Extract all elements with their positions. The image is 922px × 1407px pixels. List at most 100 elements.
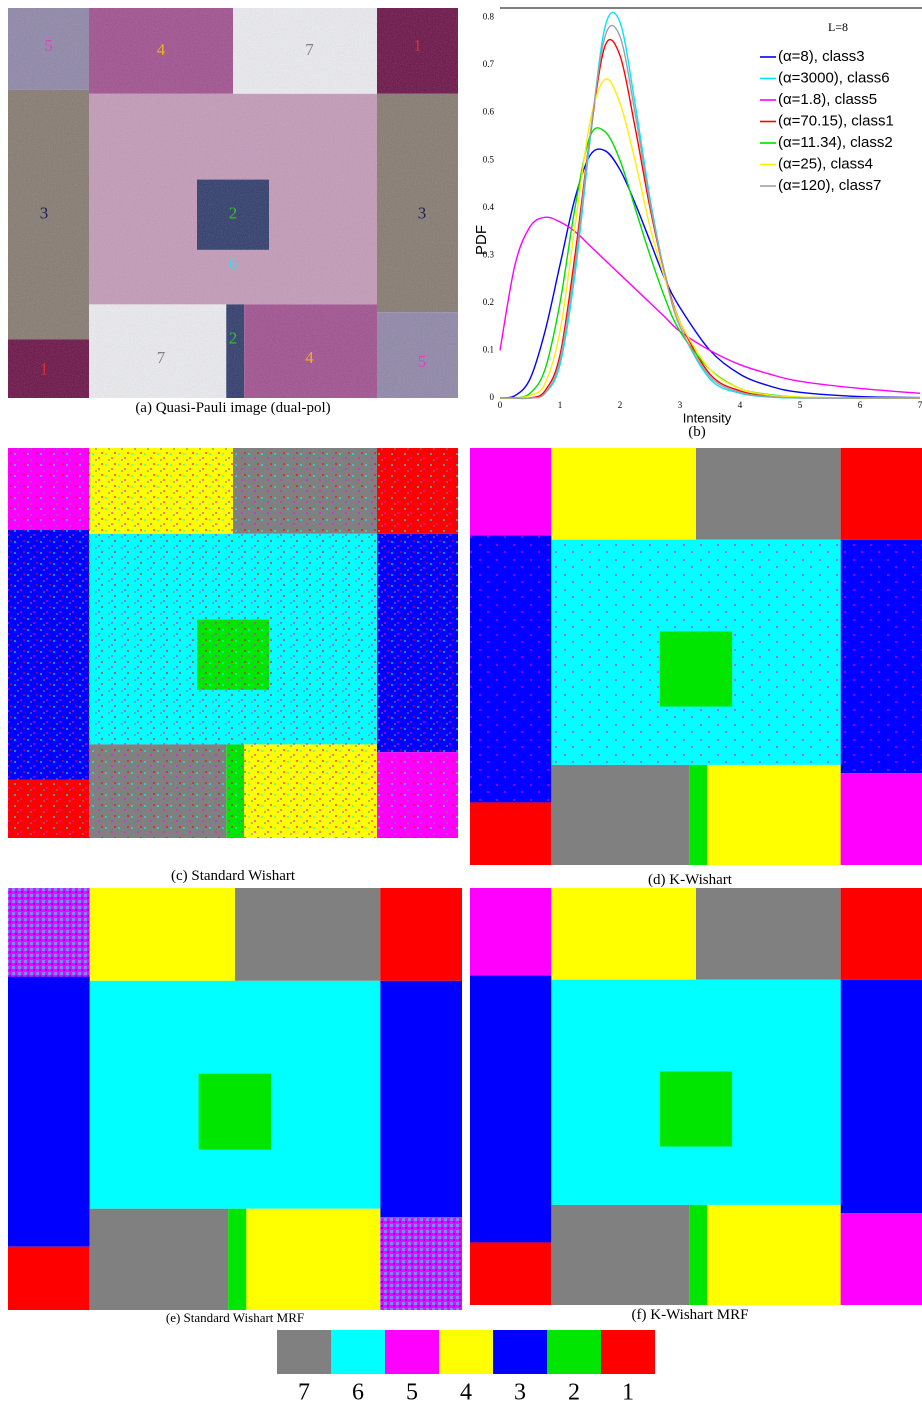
map-region: [470, 976, 551, 1243]
x-tick-label: 1: [558, 400, 563, 410]
class-map: [8, 448, 458, 838]
y-tick-label: 0.6: [483, 107, 495, 117]
map-region: [551, 888, 696, 980]
legend-swatch: [547, 1330, 601, 1374]
map-region: [380, 888, 462, 981]
legend-swatch: [385, 1330, 439, 1374]
legend-label: 2: [568, 1380, 580, 1406]
region-label: 1: [40, 360, 49, 379]
y-tick-label: 0: [490, 392, 495, 402]
region-label: 3: [40, 204, 49, 223]
map-speckle: [377, 752, 458, 838]
map-speckle: [89, 744, 226, 838]
map-region: [228, 1209, 246, 1310]
y-axis-label: PDF: [473, 225, 490, 255]
map-region: [660, 631, 732, 706]
map-region: [551, 765, 689, 865]
annotation: L=8: [828, 20, 848, 34]
y-tick-label: 0.8: [483, 12, 495, 22]
x-tick-label: 5: [798, 400, 803, 410]
map-region: [689, 1205, 707, 1305]
legend-swatch: [493, 1330, 547, 1374]
map-speckle: [197, 620, 269, 690]
region-label: 5: [418, 352, 427, 371]
x-tick-label: 4: [738, 400, 743, 410]
map-region: [841, 773, 922, 865]
class-map: [470, 448, 922, 865]
y-tick-label: 0.1: [483, 345, 494, 355]
legend-label: (α=11.34), class2: [778, 134, 893, 151]
map-region: [696, 448, 841, 540]
series-line: [500, 217, 920, 393]
map-speckle: [377, 448, 458, 534]
caption: (b): [688, 424, 706, 440]
region-label: 7: [305, 40, 314, 59]
map-speckle: [8, 780, 89, 839]
region-label: 6: [229, 254, 238, 273]
map-region: [8, 977, 90, 1247]
x-tick-label: 7: [918, 400, 922, 410]
map-region: [199, 1074, 272, 1150]
map-region: [689, 765, 707, 865]
x-tick-label: 0: [498, 400, 503, 410]
map-speckle: [380, 1217, 462, 1310]
map-region: [470, 448, 551, 536]
legend-swatch: [331, 1330, 385, 1374]
map-region: [246, 1209, 380, 1310]
legend-label: (α=70.15), class1: [778, 112, 894, 129]
region-label: 5: [44, 36, 53, 55]
map-region: [90, 1209, 228, 1310]
legend-label: (α=25), class4: [778, 155, 873, 172]
y-tick-label: 0.7: [483, 59, 495, 69]
map-speckle: [8, 888, 90, 977]
x-tick-label: 6: [858, 400, 863, 410]
region-label: 2: [229, 328, 238, 347]
map-speckle: [8, 530, 89, 780]
map-region: [841, 888, 922, 980]
map-region: [235, 888, 380, 981]
map-region: [696, 888, 841, 980]
legend-label: 6: [352, 1380, 364, 1406]
region-label: 4: [305, 348, 314, 367]
map-region: [841, 448, 922, 540]
map-speckle: [226, 744, 244, 838]
legend-swatch: [277, 1330, 331, 1374]
caption: (e) Standard Wishart MRF: [166, 1310, 304, 1325]
map-speckle: [470, 536, 551, 803]
map-region: [470, 802, 551, 865]
legend-label: (α=8), class3: [778, 48, 865, 65]
map-speckle: [8, 448, 89, 530]
region-label: 3: [418, 204, 427, 223]
map-region: [470, 1242, 551, 1305]
legend-label: 5: [406, 1380, 418, 1406]
legend-label: (α=120), class7: [778, 177, 881, 194]
map-region: [660, 1071, 732, 1146]
class-map: [8, 888, 462, 1310]
map-speckle: [841, 540, 922, 774]
caption: (d) K-Wishart: [648, 872, 733, 888]
map-region: [841, 980, 922, 1214]
x-axis-label: Intensity: [683, 410, 732, 425]
map-speckle: [233, 448, 377, 534]
legend-label: 1: [622, 1380, 634, 1406]
map-region: [90, 888, 235, 981]
caption: (a) Quasi-Pauli image (dual-pol): [135, 400, 330, 416]
map-speckle: [377, 534, 458, 752]
y-tick-label: 0.2: [483, 297, 494, 307]
map-region: [707, 765, 840, 865]
y-tick-label: 0.5: [483, 154, 495, 164]
legend-label: (α=1.8), class5: [778, 91, 877, 108]
map-region: [551, 448, 696, 540]
map-region: [841, 1213, 922, 1305]
caption: (c) Standard Wishart: [171, 868, 296, 884]
map-speckle: [89, 448, 233, 534]
region-label: 4: [157, 40, 166, 59]
legend-label: 7: [298, 1380, 310, 1406]
legend-label: 4: [460, 1380, 472, 1406]
region-label: 7: [157, 348, 166, 367]
region-label: 1: [413, 36, 422, 55]
class-map: [470, 888, 922, 1305]
map-region: [8, 1247, 90, 1310]
x-tick-label: 2: [618, 400, 623, 410]
region-label: 2: [229, 204, 238, 223]
